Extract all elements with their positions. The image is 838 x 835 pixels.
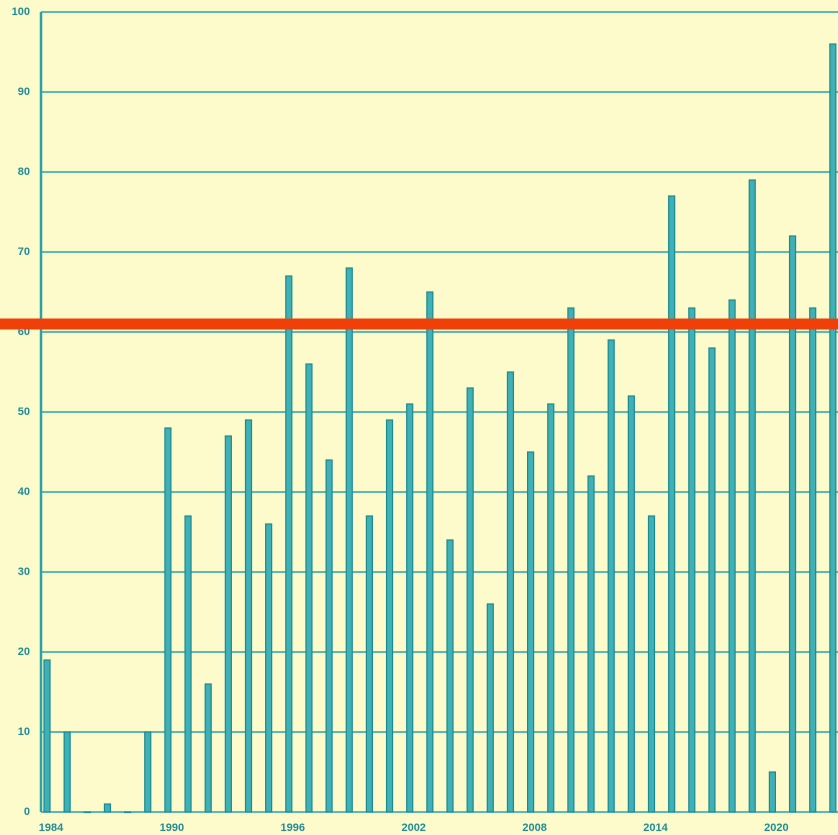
- bar: [184, 515, 192, 813]
- bar: [708, 347, 716, 813]
- bar: [647, 515, 656, 813]
- bar: [244, 419, 253, 813]
- bar: [285, 275, 293, 813]
- bar: [587, 475, 595, 813]
- bar: [466, 387, 474, 813]
- bar: [83, 811, 91, 814]
- bar: [265, 523, 273, 813]
- x-tick-label: 1996: [281, 822, 305, 834]
- bar: [305, 363, 313, 813]
- bar: [365, 515, 373, 813]
- x-tick-label: 1990: [160, 822, 184, 834]
- bar: [63, 731, 71, 813]
- y-tick-label: 10: [18, 726, 30, 738]
- bar: [768, 771, 777, 813]
- y-tick-label: 40: [18, 486, 30, 498]
- bar: [144, 731, 152, 813]
- bar: [607, 339, 615, 813]
- bar: [728, 299, 736, 813]
- bar: [224, 435, 232, 813]
- bar: [164, 427, 172, 813]
- bar: [526, 451, 535, 813]
- y-tick-label: 30: [18, 566, 30, 578]
- bar: [486, 603, 494, 813]
- bar: [506, 371, 515, 813]
- y-tick-label: 80: [18, 166, 30, 178]
- y-tick-label: 100: [12, 6, 30, 18]
- y-tick-label: 20: [18, 646, 30, 658]
- bar: [345, 267, 353, 813]
- bar: [325, 459, 333, 813]
- y-tick-label: 50: [18, 406, 30, 418]
- bar: [385, 419, 394, 813]
- x-tick-label: 2008: [522, 822, 546, 834]
- bar: [627, 395, 635, 813]
- bar: [547, 403, 555, 813]
- bar: [788, 235, 797, 813]
- x-tick-label: 1984: [39, 822, 64, 834]
- x-tick-label: 2020: [764, 822, 788, 834]
- bar: [426, 291, 434, 813]
- bar: [123, 811, 132, 814]
- x-tick-label: 2002: [401, 822, 425, 834]
- y-tick-label: 0: [24, 806, 30, 818]
- bar: [748, 179, 756, 813]
- y-tick-label: 70: [18, 246, 30, 258]
- bar: [809, 307, 817, 813]
- bar: [446, 539, 454, 813]
- bar: [688, 307, 696, 813]
- bar: [103, 803, 112, 813]
- bar: [668, 195, 676, 813]
- bar: [829, 43, 837, 813]
- bar: [406, 403, 414, 813]
- y-tick-label: 90: [18, 86, 30, 98]
- bar: [204, 683, 212, 813]
- x-tick-label: 2014: [643, 822, 668, 834]
- bar: [43, 659, 51, 813]
- bar: [567, 307, 575, 813]
